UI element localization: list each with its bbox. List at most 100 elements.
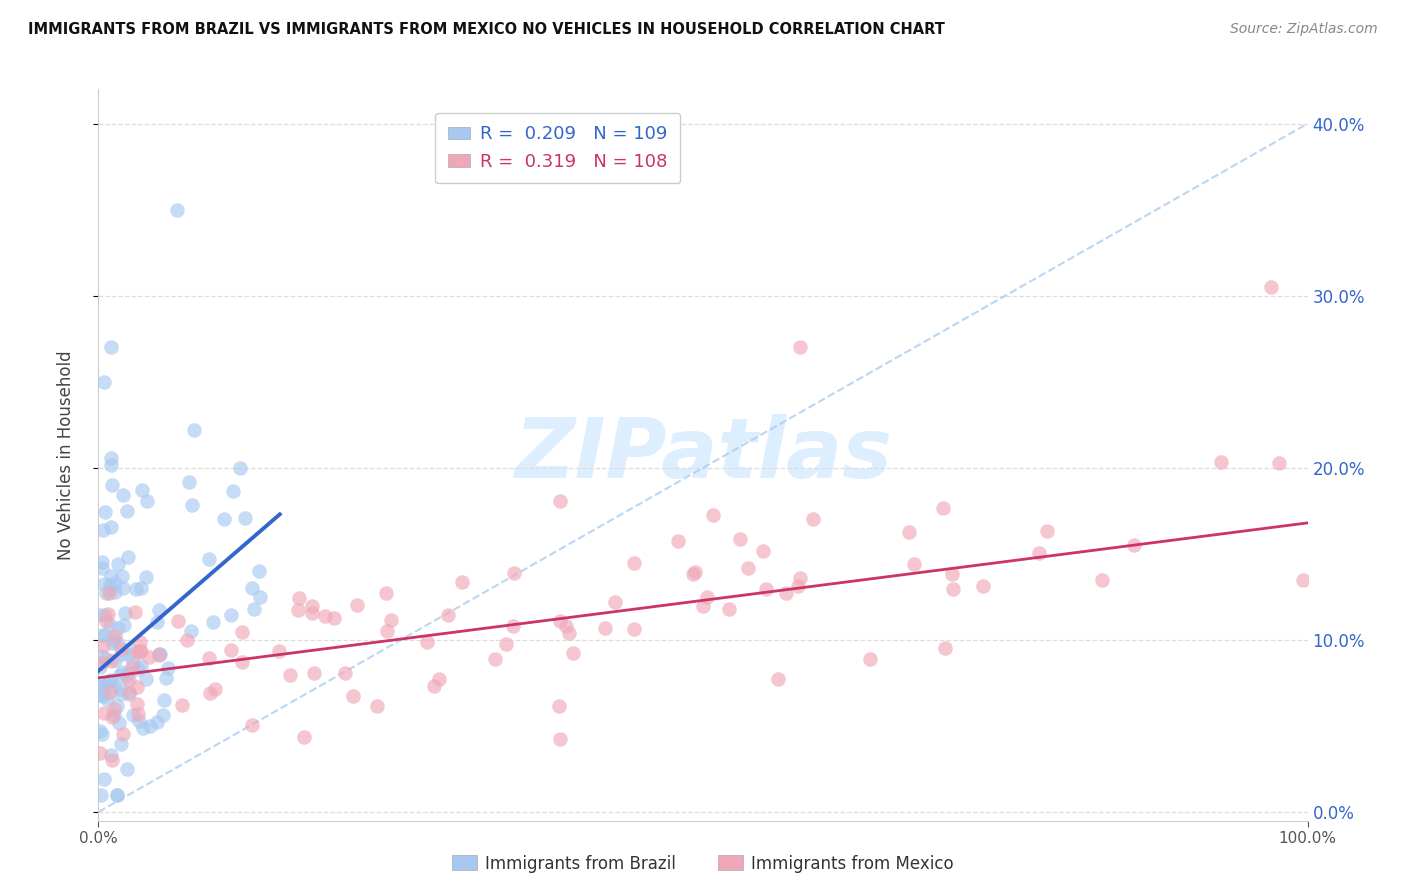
Point bbox=[495, 637, 517, 651]
Point bbox=[117, 503, 139, 517]
Point bbox=[135, 494, 157, 508]
Point bbox=[728, 532, 751, 546]
Point bbox=[942, 582, 965, 597]
Point bbox=[90, 788, 112, 802]
Point bbox=[692, 599, 714, 613]
Point bbox=[198, 651, 221, 665]
Point bbox=[427, 672, 450, 686]
Point bbox=[166, 202, 188, 217]
Point bbox=[129, 659, 152, 673]
Point bbox=[240, 718, 263, 732]
Point bbox=[125, 582, 148, 597]
Point bbox=[436, 607, 458, 622]
Point bbox=[91, 689, 114, 703]
Point bbox=[737, 561, 759, 575]
Point bbox=[93, 375, 115, 389]
Point bbox=[107, 558, 129, 572]
Point bbox=[117, 648, 139, 662]
Point bbox=[423, 679, 446, 693]
Point bbox=[231, 624, 253, 639]
Point bbox=[180, 498, 202, 512]
Point bbox=[683, 565, 706, 579]
Point bbox=[1260, 280, 1282, 294]
Point bbox=[117, 685, 139, 699]
Point bbox=[124, 605, 146, 619]
Point bbox=[110, 642, 132, 657]
Point bbox=[117, 549, 139, 564]
Point bbox=[897, 524, 920, 539]
Point bbox=[132, 722, 155, 736]
Point bbox=[108, 716, 131, 731]
Point bbox=[127, 706, 149, 721]
Point bbox=[91, 681, 114, 695]
Point bbox=[200, 686, 222, 700]
Point bbox=[100, 569, 122, 583]
Point bbox=[96, 677, 118, 691]
Point bbox=[129, 581, 152, 595]
Point bbox=[562, 647, 585, 661]
Point bbox=[125, 645, 148, 659]
Point bbox=[104, 575, 127, 590]
Point bbox=[89, 680, 111, 694]
Point bbox=[94, 628, 117, 642]
Point bbox=[180, 624, 202, 638]
Point bbox=[105, 698, 128, 713]
Point bbox=[803, 512, 825, 526]
Point bbox=[111, 569, 134, 583]
Point bbox=[138, 649, 160, 664]
Point bbox=[547, 699, 569, 714]
Point bbox=[148, 603, 170, 617]
Point bbox=[105, 788, 128, 802]
Point bbox=[93, 772, 115, 787]
Point bbox=[121, 660, 143, 674]
Point bbox=[153, 692, 176, 706]
Point bbox=[1211, 455, 1233, 469]
Point bbox=[98, 685, 121, 699]
Point bbox=[1122, 538, 1144, 552]
Point bbox=[89, 723, 111, 738]
Point bbox=[108, 667, 131, 681]
Legend: R =  0.209   N = 109, R =  0.319   N = 108: R = 0.209 N = 109, R = 0.319 N = 108 bbox=[436, 113, 681, 183]
Point bbox=[112, 618, 135, 632]
Point bbox=[548, 493, 571, 508]
Point bbox=[104, 653, 127, 667]
Point bbox=[139, 719, 162, 733]
Point bbox=[148, 648, 170, 662]
Point bbox=[101, 635, 124, 649]
Point bbox=[115, 669, 138, 683]
Point bbox=[934, 640, 956, 655]
Point bbox=[100, 450, 122, 465]
Point bbox=[176, 632, 198, 647]
Point bbox=[112, 487, 135, 501]
Point bbox=[90, 656, 112, 670]
Point bbox=[1035, 524, 1057, 538]
Point bbox=[135, 570, 157, 584]
Point bbox=[212, 512, 235, 526]
Point bbox=[117, 666, 139, 681]
Point bbox=[97, 586, 120, 600]
Point bbox=[91, 556, 114, 570]
Point bbox=[100, 458, 122, 472]
Y-axis label: No Vehicles in Household: No Vehicles in Household bbox=[56, 350, 75, 560]
Point bbox=[129, 644, 152, 658]
Point bbox=[110, 687, 132, 701]
Point bbox=[555, 619, 578, 633]
Point bbox=[100, 520, 122, 534]
Point bbox=[127, 663, 149, 677]
Point bbox=[1292, 573, 1315, 587]
Point bbox=[98, 617, 121, 632]
Point bbox=[149, 647, 172, 661]
Point bbox=[122, 708, 145, 723]
Point bbox=[103, 680, 125, 694]
Point bbox=[94, 614, 117, 628]
Point bbox=[89, 608, 111, 623]
Point bbox=[127, 697, 149, 711]
Point bbox=[167, 615, 190, 629]
Point bbox=[229, 461, 252, 475]
Point bbox=[89, 678, 111, 692]
Point bbox=[114, 607, 136, 621]
Point bbox=[103, 707, 125, 722]
Point bbox=[416, 634, 439, 648]
Point bbox=[94, 608, 117, 623]
Point bbox=[104, 584, 127, 599]
